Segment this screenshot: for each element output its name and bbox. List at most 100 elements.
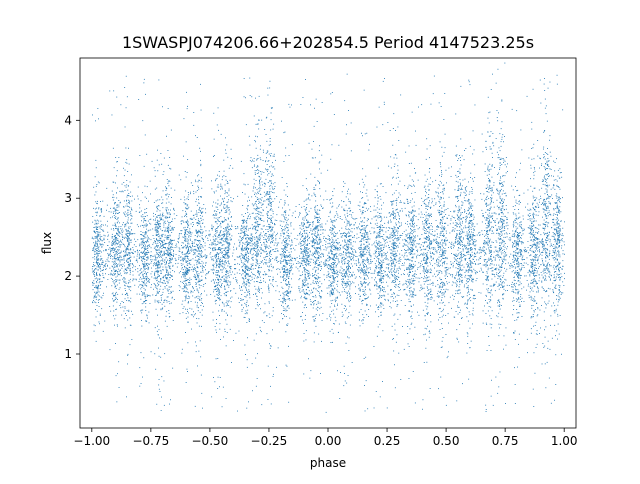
data-point <box>256 215 258 217</box>
data-point <box>264 245 266 247</box>
data-point <box>198 179 200 181</box>
data-point <box>306 265 307 267</box>
data-point <box>128 300 129 302</box>
data-point <box>161 263 162 265</box>
data-point <box>225 210 227 212</box>
data-point <box>143 258 145 260</box>
data-point <box>336 283 338 285</box>
data-point <box>255 333 257 335</box>
data-point <box>130 324 132 326</box>
data-point <box>184 171 186 172</box>
data-point <box>302 260 303 262</box>
data-point <box>187 246 189 248</box>
data-point <box>287 224 289 226</box>
data-point <box>156 287 157 289</box>
data-point <box>348 264 349 266</box>
data-point <box>221 202 222 204</box>
data-point <box>286 246 288 248</box>
data-point <box>347 190 348 192</box>
data-point <box>268 289 270 291</box>
data-point <box>251 278 253 280</box>
data-point <box>129 226 131 228</box>
data-point <box>225 230 227 231</box>
data-point <box>313 287 315 289</box>
data-point <box>186 257 188 259</box>
data-point <box>193 224 194 226</box>
data-point <box>270 197 272 199</box>
data-point <box>229 248 231 250</box>
data-point <box>286 294 287 295</box>
data-point <box>268 223 270 225</box>
data-point <box>143 287 145 289</box>
data-point <box>125 294 127 296</box>
data-point <box>116 250 118 252</box>
data-point <box>223 208 225 209</box>
data-point <box>220 183 222 185</box>
data-point <box>247 273 249 275</box>
data-point <box>146 246 148 247</box>
data-point <box>115 281 117 283</box>
data-point <box>146 296 148 297</box>
data-point <box>117 218 119 219</box>
data-point <box>216 236 218 238</box>
data-point <box>197 267 199 269</box>
data-point <box>270 206 272 207</box>
data-point <box>183 221 185 223</box>
data-point <box>185 291 187 293</box>
data-point <box>337 214 339 216</box>
data-point <box>228 260 229 262</box>
data-point <box>115 308 117 310</box>
data-point <box>257 191 259 193</box>
data-point <box>347 215 349 217</box>
data-point <box>284 268 285 269</box>
data-point <box>350 314 352 316</box>
data-point <box>230 281 232 283</box>
data-point <box>257 238 259 239</box>
data-point <box>171 286 172 288</box>
data-point <box>199 298 200 300</box>
data-point <box>299 243 301 245</box>
data-point <box>151 160 153 162</box>
data-point <box>315 300 316 301</box>
data-point <box>220 250 221 251</box>
data-point <box>225 275 227 277</box>
data-point <box>252 248 254 250</box>
data-point <box>97 299 99 301</box>
data-point <box>245 242 247 244</box>
data-point <box>211 188 213 190</box>
data-point <box>130 263 132 265</box>
data-point <box>158 220 160 222</box>
data-point <box>338 205 339 207</box>
data-point <box>220 185 221 187</box>
data-point <box>201 256 203 258</box>
data-point <box>243 216 245 217</box>
data-point <box>202 222 204 224</box>
data-point <box>300 297 302 299</box>
data-point <box>302 244 304 246</box>
data-point <box>304 242 306 244</box>
data-point <box>255 180 257 181</box>
data-point <box>287 305 288 307</box>
data-point <box>217 244 219 245</box>
data-point <box>199 231 201 233</box>
data-point <box>300 243 302 245</box>
data-point <box>288 103 290 105</box>
data-point <box>246 312 248 313</box>
data-point <box>313 125 315 127</box>
data-point <box>251 212 253 214</box>
data-point <box>331 288 333 290</box>
data-point <box>249 293 250 294</box>
data-point <box>317 253 319 255</box>
data-point <box>342 314 344 316</box>
data-point <box>262 210 264 211</box>
data-point <box>266 262 268 264</box>
data-point <box>113 228 114 229</box>
data-point <box>181 268 183 270</box>
data-point <box>222 198 224 200</box>
data-point <box>181 303 183 305</box>
data-point <box>331 267 333 268</box>
data-point <box>218 171 220 172</box>
data-point <box>117 271 118 272</box>
data-point <box>131 310 132 312</box>
data-point <box>156 159 158 161</box>
